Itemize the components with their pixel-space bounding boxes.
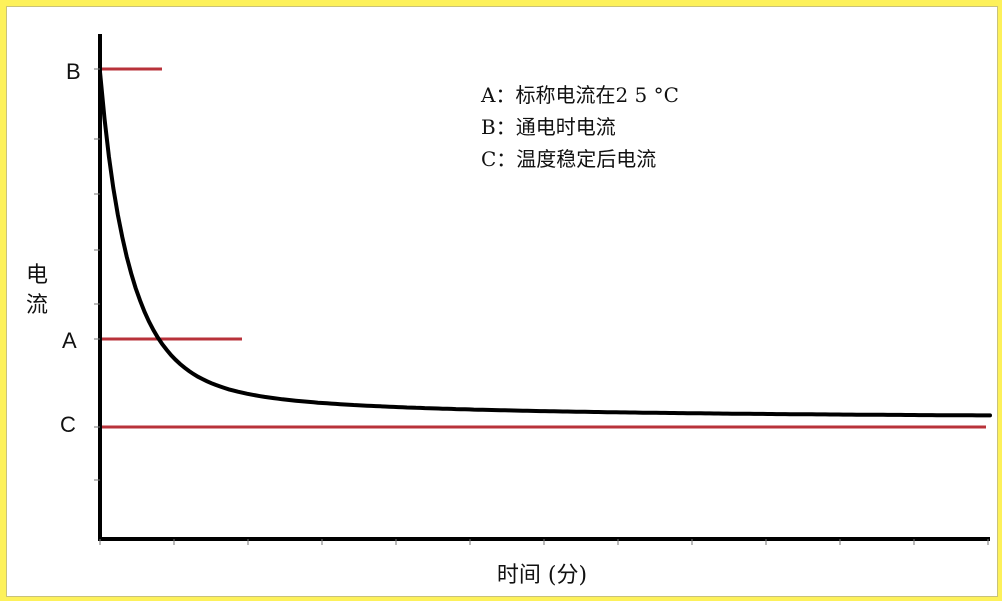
- tick-label-a: A: [62, 328, 77, 353]
- y-axis-label-char-1: 电: [26, 263, 48, 288]
- tick-label-b: B: [66, 59, 81, 84]
- chart-panel: [6, 6, 998, 597]
- tick-label-c: C: [60, 412, 76, 437]
- legend-item-b: B：通电时电流: [481, 115, 616, 139]
- x-axis-label: 时间 (分): [497, 563, 587, 588]
- legend: A：标称电流在2 5 °C B：通电时电流 C：温度稳定后电流: [480, 83, 679, 171]
- y-axis-label-char-2: 流: [26, 293, 48, 318]
- current-decay-curve: [98, 70, 992, 418]
- y-axis-ticks: [94, 68, 100, 481]
- legend-item-c: C：温度稳定后电流: [481, 147, 656, 171]
- x-axis-ticks: [99, 539, 989, 545]
- legend-item-a: A：标称电流在2 5 °C: [480, 83, 679, 107]
